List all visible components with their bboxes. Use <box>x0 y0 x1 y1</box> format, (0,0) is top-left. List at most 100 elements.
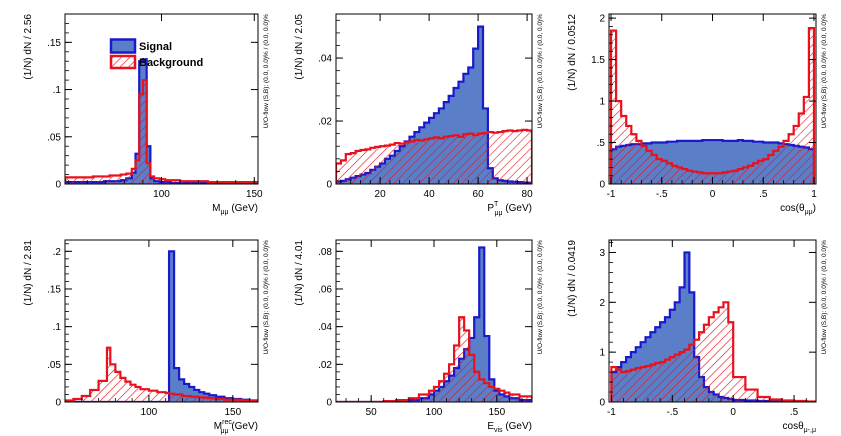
x-axis-label: Mμμ (GeV) <box>212 203 258 216</box>
x-axis-label-sup: T <box>494 201 499 208</box>
background-histogram <box>65 79 258 184</box>
x-axis-label: Mrec μμ (GeV) <box>214 419 258 435</box>
x-axis-label-main: cosθ <box>783 421 805 432</box>
signal-histogram <box>336 246 532 402</box>
x-axis-label-sub: μμ <box>220 209 228 216</box>
x-axis-label-sub: μ-,μ <box>804 427 816 434</box>
x-tick-label: 60 <box>473 189 485 200</box>
y-tick-label: .04 <box>318 54 332 65</box>
x-tick-label: 100 <box>426 407 443 418</box>
y-tick-label: .15 <box>47 284 61 295</box>
background-histogram <box>609 26 816 184</box>
y-tick-label: .1 <box>53 85 62 96</box>
plot-area <box>65 250 258 402</box>
x-axis-label-unit: (GeV) <box>229 203 258 214</box>
y-tick-label: 2 <box>599 298 605 309</box>
y-axis-label: (1/N) dN / 0.0512 <box>567 14 578 91</box>
y-tick-label: 1 <box>599 348 605 359</box>
chart-panel-1: 0 .05 .1 .15 100 150 (1/N) dN / 2.56 Mμμ (GeV) U… <box>23 13 270 216</box>
x-axis-label-unit: ) <box>813 203 816 214</box>
plot-frame <box>335 239 533 403</box>
x-axis-label-main: P <box>487 203 494 214</box>
x-axis-label: Evis (GeV) <box>487 421 532 434</box>
x-axis-label-sub: μμ <box>494 210 502 217</box>
chart-panel-2: 0 .02 .04 20 40 60 80 (1/N) dN / 2.05 PT μμ (GeV)… <box>294 13 544 217</box>
chart-panel-3: 0 .5 1 1.5 2 -1 -.5 0 .5 1 (1/N) dN / 0.0512 cos(θμ… <box>567 13 828 216</box>
y-axis-label: (1/N) dN / 2.56 <box>23 14 34 80</box>
x-tick-label: 100 <box>141 407 158 418</box>
background-histogram <box>65 346 258 402</box>
y-tick-label: .05 <box>47 132 61 143</box>
x-tick-label: 150 <box>224 407 241 418</box>
x-axis-label-sub: μμ <box>220 428 228 435</box>
overflow-label: U/O-flow (S,B): (0.0, 0.0)% / (0.0, 0.0)… <box>263 14 270 129</box>
overflow-label: U/O-flow (S,B): (0.0, 0.0)% / (0.0, 0.0)… <box>821 14 828 129</box>
overflow-label: U/O-flow (S,B): (0.0, 0.0)% / (0.0, 0.0)… <box>537 14 544 129</box>
background-histogram <box>336 316 532 402</box>
y-tick-label: 0 <box>55 398 61 409</box>
y-tick-label: .02 <box>318 360 332 371</box>
plot-frame <box>335 13 533 185</box>
y-tick-label: 3 <box>599 248 605 259</box>
legend-background-swatch <box>109 54 137 70</box>
x-tick-label: 20 <box>375 189 387 200</box>
y-tick-label: .08 <box>318 247 332 258</box>
x-axis-label-sub: μμ <box>805 209 813 216</box>
plot-frame <box>64 239 259 403</box>
x-axis-label-main: cos(θ <box>780 203 805 214</box>
x-axis-label-main: E <box>487 421 494 432</box>
x-axis-label: cosθμ-,μ <box>783 421 816 434</box>
x-axis-label: cos(θμμ) <box>780 203 816 216</box>
y-tick-label: 1.5 <box>591 55 605 66</box>
y-tick-label: .04 <box>318 322 332 333</box>
background-histogram <box>336 128 532 184</box>
x-tick-label: 40 <box>424 189 436 200</box>
signal-histogram <box>65 50 258 184</box>
x-tick-label: .5 <box>790 407 799 418</box>
plot-area <box>65 50 258 184</box>
overflow-label: U/O-flow (S,B): (0.0, 0.0)% / (0.0, 0.0)… <box>821 240 828 355</box>
x-tick-label: 80 <box>522 189 534 200</box>
x-tick-label: 0 <box>730 407 736 418</box>
chart-panel-6: 0 1 2 3 -1 -.5 0 .5 (1/N) dN / 0.0419 cosθμ-,μ U/O… <box>567 239 828 434</box>
y-tick-label: 2 <box>599 14 605 25</box>
plot-area <box>336 25 532 184</box>
x-tick-label: 0 <box>710 189 716 200</box>
y-tick-label: 0 <box>326 180 332 191</box>
legend-signal-label: Signal <box>139 41 172 53</box>
x-tick-label: 100 <box>153 189 170 200</box>
x-tick-label: 50 <box>366 407 378 418</box>
y-tick-label: .05 <box>47 360 61 371</box>
x-axis-label-sub: vis <box>494 427 503 434</box>
background-histogram <box>610 301 816 402</box>
y-axis-label: (1/N) dN / 2.81 <box>23 240 34 306</box>
overflow-label: U/O-flow (S,B): (0.0, 0.0)% / (0.0, 0.0)… <box>263 240 270 355</box>
y-tick-label: .15 <box>47 38 61 49</box>
plot-area <box>609 26 816 184</box>
x-tick-label: -.5 <box>666 407 678 418</box>
x-tick-label: -1 <box>607 407 616 418</box>
y-tick-label: .5 <box>597 138 606 149</box>
x-axis-label-unit: (GeV) <box>503 421 532 432</box>
y-tick-label: .1 <box>53 322 62 333</box>
x-tick-label: -.5 <box>656 189 668 200</box>
y-axis-label: (1/N) dN / 4.01 <box>294 240 305 306</box>
y-tick-label: .2 <box>53 247 62 258</box>
signal-histogram <box>65 250 258 402</box>
overflow-label: U/O-flow (S,B): (0.0, 0.0)% / (0.0, 0.0)… <box>537 240 544 355</box>
x-axis-label-main: M <box>212 203 220 214</box>
plot-frame <box>608 239 817 403</box>
x-tick-label: 150 <box>246 189 263 200</box>
x-axis-label-unit: (GeV) <box>229 421 258 432</box>
x-tick-label: -1 <box>607 189 616 200</box>
x-tick-label: 1 <box>811 189 817 200</box>
chart-panel-5: 0 .02 .04 .06 .08 50 100 150 (1/N) dN / 4.01 Evis… <box>294 239 544 434</box>
y-tick-label: 0 <box>326 398 332 409</box>
x-axis-label-main: M <box>214 421 222 432</box>
x-tick-label: .5 <box>759 189 768 200</box>
y-tick-label: 0 <box>55 180 61 191</box>
y-tick-label: .06 <box>318 284 332 295</box>
x-axis-label: PT μμ (GeV) <box>487 201 532 217</box>
y-tick-label: 1 <box>599 97 605 108</box>
plot-area <box>336 246 532 402</box>
